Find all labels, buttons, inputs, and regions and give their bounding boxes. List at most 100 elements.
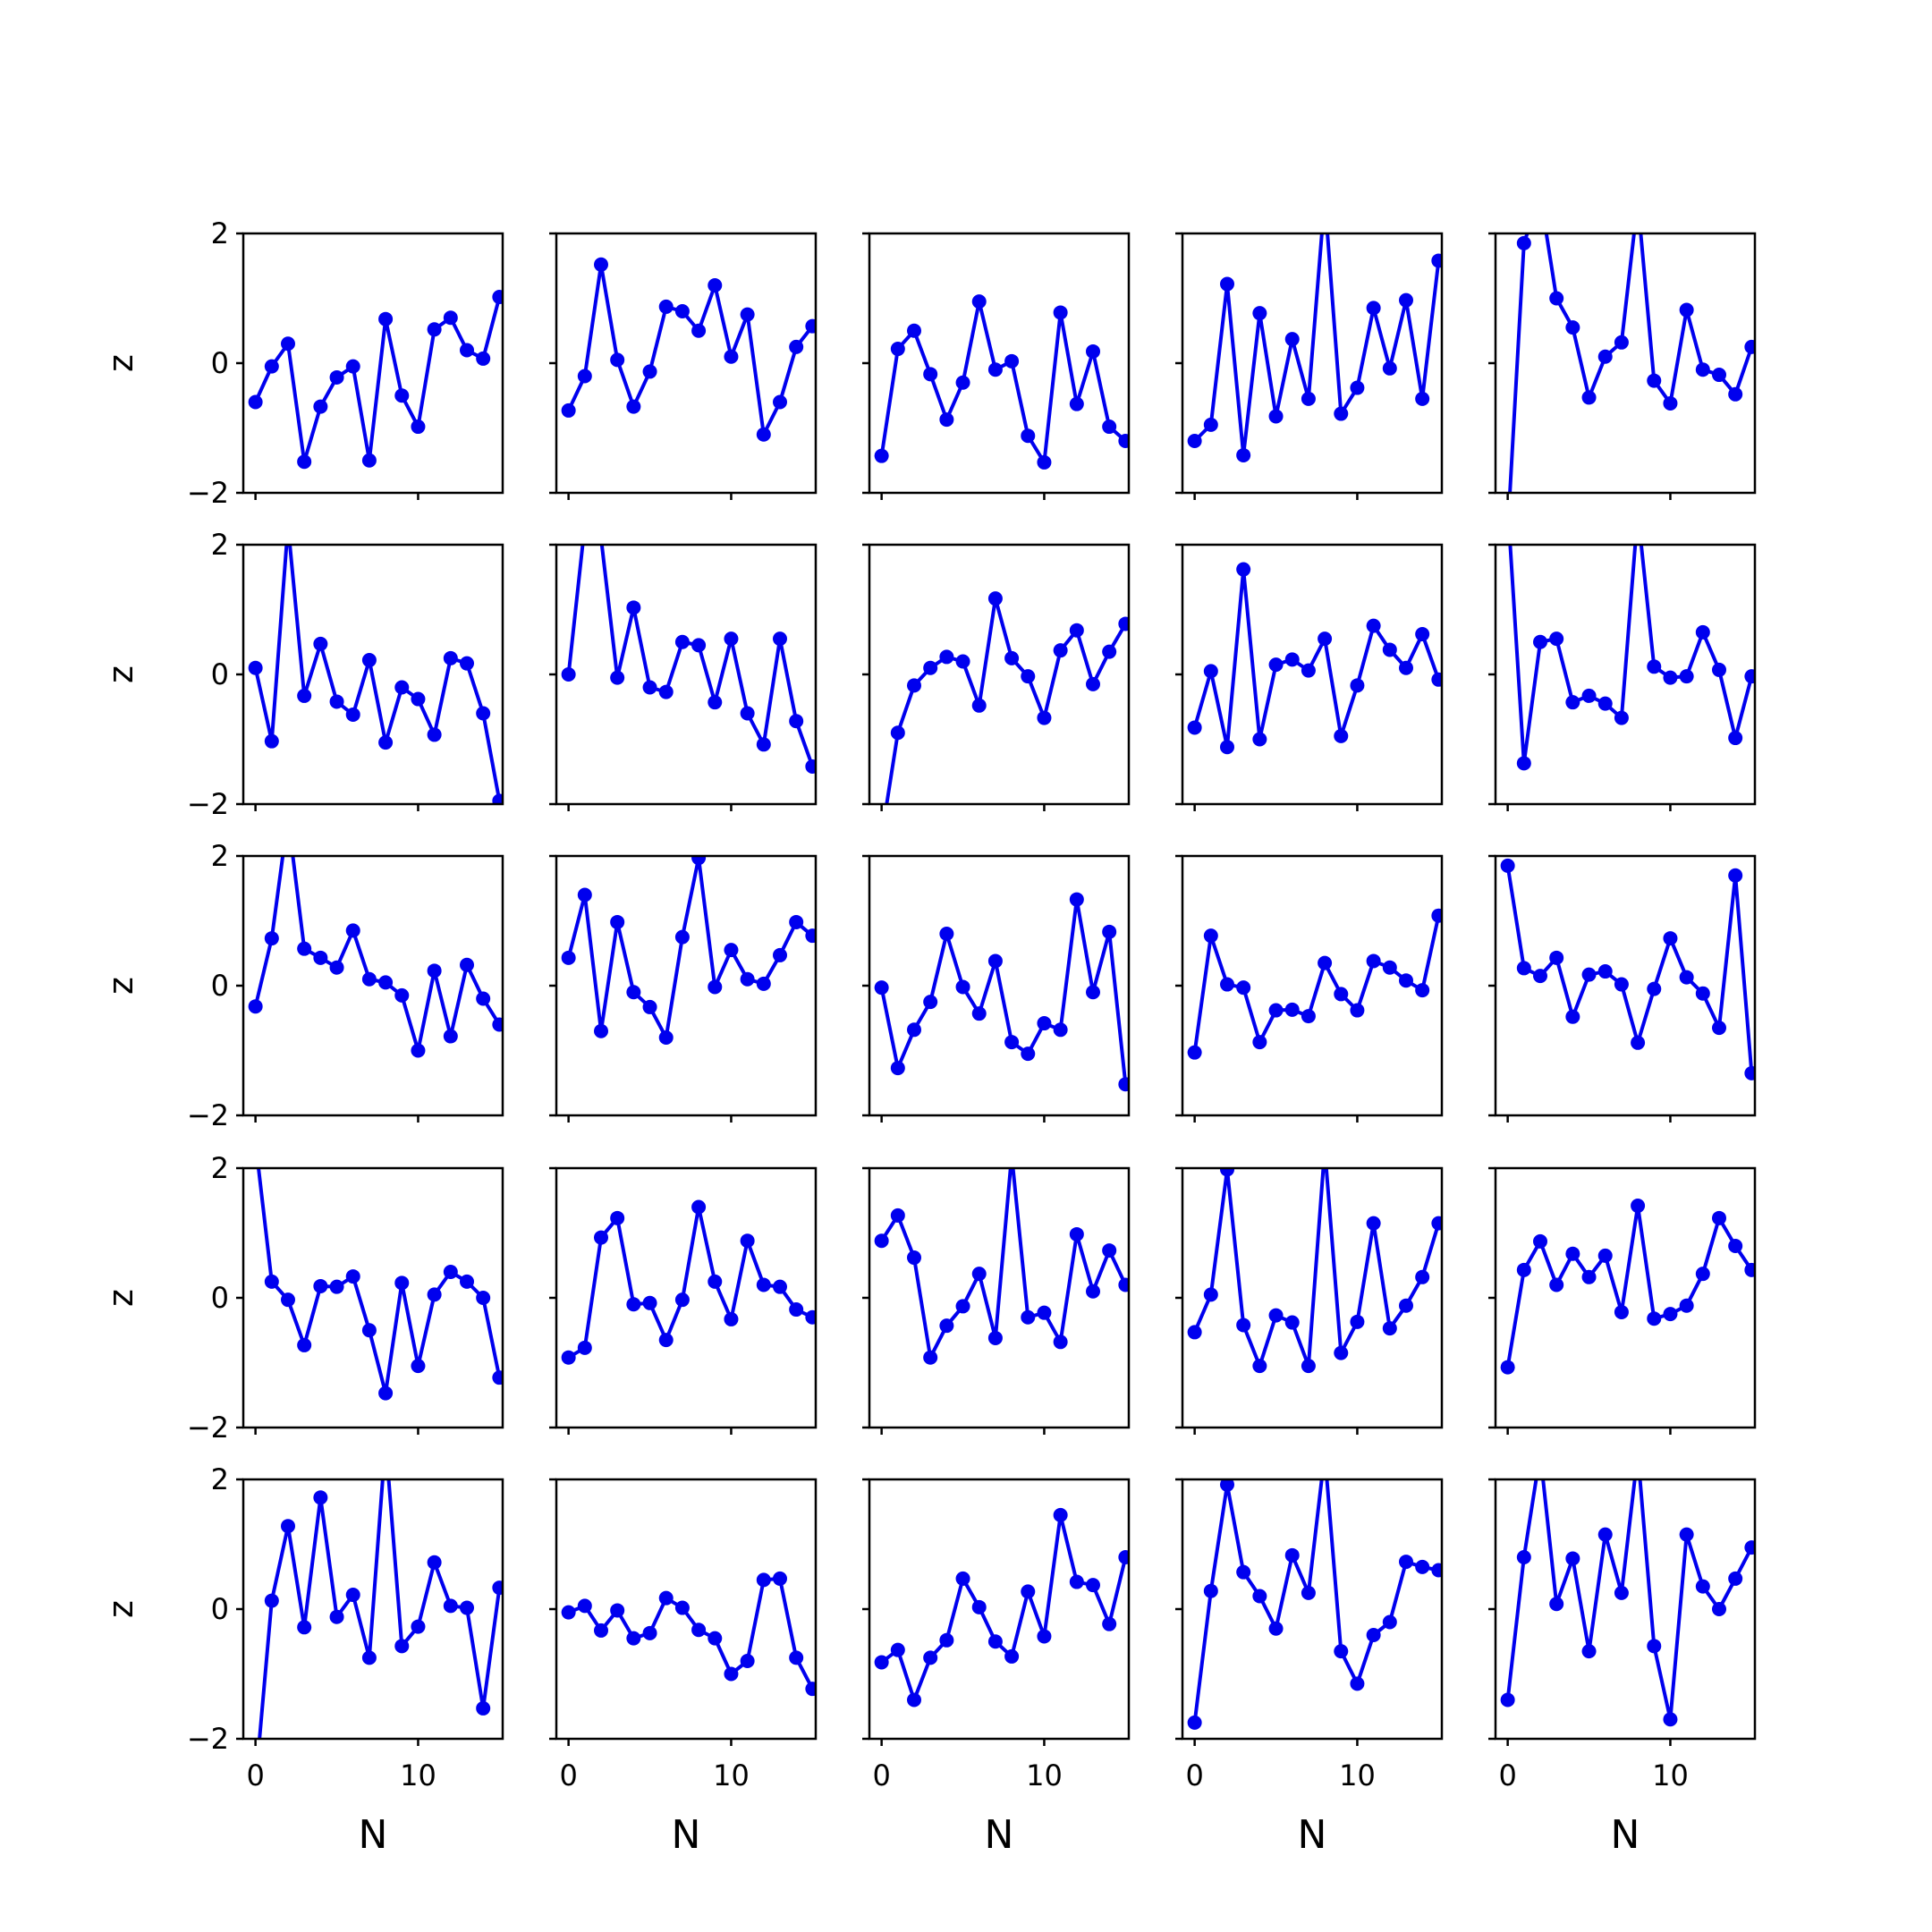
series-line bbox=[880, 1513, 1128, 1702]
series-line bbox=[566, 856, 814, 1039]
data-point bbox=[1350, 678, 1365, 693]
data-point bbox=[642, 1625, 657, 1640]
data-point bbox=[1663, 395, 1678, 411]
data-point bbox=[1187, 1045, 1202, 1060]
data-point bbox=[890, 1208, 905, 1223]
data-point bbox=[1382, 960, 1397, 975]
x-tick-label: 0 bbox=[559, 1758, 577, 1792]
data-point bbox=[1500, 858, 1515, 873]
data-point bbox=[674, 634, 690, 649]
data-point bbox=[345, 923, 360, 938]
data-point bbox=[724, 631, 739, 647]
x-tick-label: 10 bbox=[1652, 1758, 1689, 1792]
data-point bbox=[1037, 710, 1052, 725]
series-line-group bbox=[874, 1168, 1129, 1365]
data-point bbox=[264, 1593, 279, 1608]
y-tick-label: −2 bbox=[187, 1098, 229, 1132]
series-line-group bbox=[1187, 908, 1442, 1060]
data-point bbox=[1021, 1046, 1036, 1062]
data-point bbox=[1565, 1009, 1580, 1024]
data-point bbox=[1268, 1003, 1284, 1018]
data-point bbox=[955, 1571, 970, 1586]
data-point bbox=[971, 698, 987, 713]
data-point bbox=[594, 257, 608, 272]
data-point bbox=[1350, 1676, 1365, 1691]
data-point bbox=[1021, 1309, 1036, 1325]
data-point bbox=[1744, 1262, 1755, 1277]
data-point bbox=[987, 1330, 1003, 1345]
data-point bbox=[378, 1434, 393, 1448]
data-point bbox=[1712, 1021, 1726, 1036]
data-point bbox=[1565, 1551, 1580, 1566]
data-point bbox=[740, 1654, 755, 1668]
data-point bbox=[756, 1572, 771, 1588]
data-point bbox=[907, 1022, 921, 1038]
data-point bbox=[1695, 986, 1710, 1001]
data-point bbox=[907, 323, 921, 338]
data-point bbox=[890, 342, 905, 357]
data-point bbox=[1533, 188, 1547, 202]
data-point bbox=[1268, 657, 1284, 673]
data-point bbox=[1728, 731, 1743, 746]
data-point bbox=[1086, 985, 1100, 1000]
data-point bbox=[1252, 732, 1267, 747]
data-point bbox=[476, 351, 491, 366]
data-point bbox=[1533, 634, 1547, 649]
data-point bbox=[642, 364, 657, 379]
data-point bbox=[577, 1598, 592, 1614]
data-point bbox=[329, 1609, 344, 1624]
series-line-group bbox=[258, 1434, 503, 1739]
data-point bbox=[874, 1655, 889, 1670]
data-point bbox=[281, 518, 295, 532]
x-axis-label: N bbox=[672, 1812, 701, 1858]
data-point bbox=[1399, 292, 1413, 308]
data-point bbox=[1268, 409, 1284, 424]
data-point bbox=[658, 1030, 674, 1045]
y-axis-label: z bbox=[101, 977, 140, 995]
y-tick-label: 0 bbox=[211, 969, 229, 1003]
data-point bbox=[1695, 362, 1710, 377]
data-point bbox=[805, 758, 816, 774]
data-point bbox=[1118, 1277, 1129, 1292]
data-point bbox=[297, 1620, 312, 1635]
series-line bbox=[885, 597, 1128, 804]
y-tick-label: 2 bbox=[211, 216, 229, 250]
y-tick-label: 0 bbox=[211, 346, 229, 380]
y-axis-label: z bbox=[101, 1289, 140, 1307]
subplot-r5-c4: 0 10 N bbox=[1175, 1478, 1444, 1858]
x-tick-label: 10 bbox=[400, 1758, 436, 1792]
plot-frame bbox=[555, 543, 818, 806]
data-point bbox=[561, 667, 576, 682]
series-line-group bbox=[561, 545, 816, 774]
data-point bbox=[1549, 1597, 1564, 1612]
data-point bbox=[1284, 1547, 1300, 1563]
data-point bbox=[1318, 1141, 1332, 1156]
data-point bbox=[1431, 253, 1442, 268]
data-point bbox=[1516, 235, 1531, 250]
data-point bbox=[1631, 505, 1645, 520]
data-point bbox=[1415, 627, 1430, 642]
data-point bbox=[1516, 1262, 1531, 1277]
data-point bbox=[708, 695, 723, 710]
data-point bbox=[1220, 740, 1234, 755]
subplot-r3-c4 bbox=[1175, 854, 1444, 1123]
y-tick-label: 0 bbox=[211, 1592, 229, 1626]
y-tick-label: 2 bbox=[211, 1462, 229, 1496]
series-line bbox=[566, 545, 815, 767]
data-point bbox=[1236, 980, 1251, 996]
data-point bbox=[1679, 1298, 1694, 1313]
data-point bbox=[1069, 623, 1084, 638]
y-axis-label: z bbox=[101, 354, 140, 372]
data-point bbox=[1203, 664, 1218, 679]
data-point bbox=[1728, 1571, 1743, 1586]
data-point bbox=[626, 600, 641, 615]
data-point bbox=[674, 304, 690, 318]
data-point bbox=[756, 737, 771, 752]
data-point bbox=[658, 684, 674, 699]
data-point bbox=[1334, 406, 1349, 421]
data-point bbox=[460, 957, 474, 972]
series-line-group bbox=[1187, 1141, 1442, 1374]
y-axis-label: z bbox=[101, 1600, 140, 1618]
series-line-group bbox=[561, 1571, 816, 1697]
data-point bbox=[297, 941, 312, 956]
